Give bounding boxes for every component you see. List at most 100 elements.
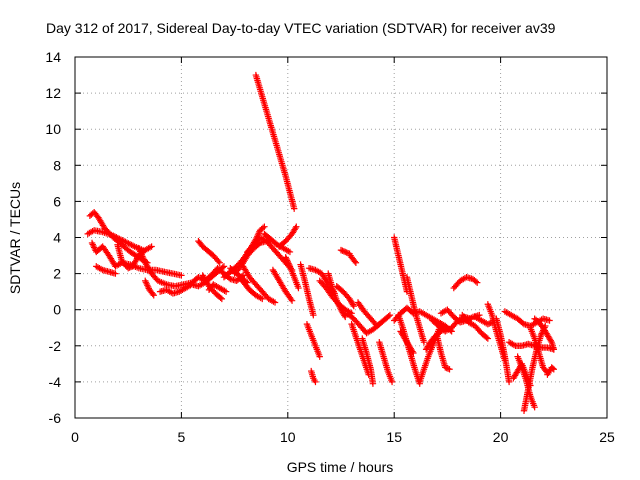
data-point [316, 353, 323, 360]
data-point [334, 300, 342, 307]
plot-frame [74, 56, 608, 419]
data-point [386, 311, 394, 319]
data-point [88, 239, 96, 247]
data-point [286, 261, 293, 269]
data-point [217, 294, 224, 301]
data-point [285, 260, 292, 267]
data-point [126, 264, 133, 271]
data-point [343, 249, 350, 256]
data-point [312, 378, 319, 386]
data-point [220, 263, 228, 270]
grid-lines [75, 57, 607, 418]
x-tick-label: 15 [386, 429, 402, 445]
data-point [222, 288, 230, 295]
data-point [334, 298, 341, 306]
data-point [284, 258, 291, 266]
data-point [342, 248, 349, 256]
data-point [409, 348, 416, 355]
y-tick-label: 12 [45, 85, 61, 101]
data-point [310, 311, 317, 319]
data-point [149, 290, 156, 298]
data-point [473, 279, 481, 286]
x-tick-label: 20 [493, 429, 509, 445]
data-point [385, 312, 392, 320]
y-tick-label: -2 [49, 338, 62, 354]
data-point [546, 317, 553, 324]
data-point [142, 279, 150, 286]
data-point [484, 320, 492, 328]
data-point [148, 243, 155, 250]
data-point [218, 295, 226, 303]
y-tick-label: -4 [49, 374, 62, 390]
x-axis-label: GPS time / hours [287, 459, 394, 475]
data-point [295, 284, 302, 292]
data-point [350, 302, 357, 310]
data-point [537, 331, 545, 339]
data-point [142, 277, 149, 285]
data-point [410, 349, 417, 357]
data-point [90, 242, 97, 250]
data-point [550, 366, 557, 373]
data-point [446, 366, 453, 373]
y-tick-label: 2 [53, 266, 61, 282]
data-point [125, 264, 132, 272]
data-point [290, 205, 298, 212]
data-point [484, 335, 492, 342]
x-tick-label: 5 [178, 429, 186, 445]
data-point [282, 254, 289, 261]
y-tick-label: -6 [49, 410, 62, 426]
data-point [292, 224, 299, 232]
data-point [369, 380, 377, 387]
data-point [388, 378, 396, 386]
data-point [215, 258, 222, 265]
data-point [287, 295, 295, 303]
data-point [352, 259, 360, 266]
data-point [129, 242, 137, 249]
data-point [351, 258, 359, 265]
data-point [283, 255, 290, 263]
data-point [288, 297, 296, 304]
data-point [547, 337, 555, 344]
data-point [143, 280, 150, 288]
data-point [335, 301, 343, 309]
y-tick-label: 14 [45, 49, 61, 65]
data-point [259, 224, 267, 232]
data-point [336, 303, 343, 310]
data-point [337, 246, 345, 254]
chart-title: Day 312 of 2017, Sidereal Day-to-day VTE… [46, 20, 556, 36]
data-point [333, 297, 340, 304]
data-marks [84, 71, 557, 414]
data-point [90, 244, 98, 251]
data-point [89, 241, 96, 248]
data-point [216, 259, 223, 266]
data-point [505, 378, 513, 386]
y-tick-label: 4 [53, 230, 61, 246]
data-point [349, 301, 357, 308]
y-tick-label: 10 [45, 121, 61, 137]
data-point [472, 278, 479, 285]
data-point [293, 223, 300, 230]
data-point [150, 292, 157, 299]
y-tick-label: 0 [53, 302, 61, 318]
data-point [550, 346, 557, 353]
x-tick-label: 25 [599, 429, 615, 445]
data-point [340, 248, 348, 255]
data-point [486, 320, 493, 327]
x-tick-label: 0 [71, 429, 79, 445]
data-point [420, 338, 428, 346]
y-tick-label: 8 [53, 157, 61, 173]
data-point [259, 295, 266, 303]
y-tick-label: 6 [53, 193, 61, 209]
data-point [112, 270, 119, 277]
data-point [178, 272, 185, 279]
data-point [549, 365, 556, 372]
data-point [443, 364, 450, 372]
data-point [283, 257, 291, 264]
data-point [339, 247, 346, 254]
data-point [144, 282, 151, 289]
data-point [483, 334, 490, 341]
data-point [442, 364, 449, 371]
data-point [255, 230, 262, 237]
y-axis-label: SDTVAR / TECUs [7, 182, 23, 294]
